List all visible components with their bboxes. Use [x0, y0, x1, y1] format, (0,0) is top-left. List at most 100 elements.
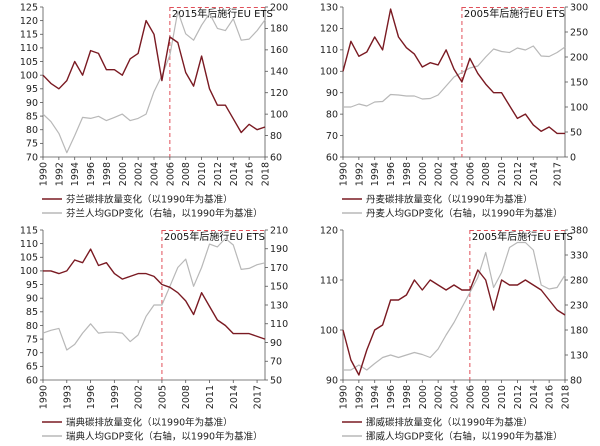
y-left-tick-label: 60: [26, 375, 38, 386]
emissions-series-line: [42, 19, 266, 134]
x-tick-label: 2002: [434, 162, 445, 186]
x-tick-label: 2017: [253, 385, 264, 409]
legend-gdp-label: 丹麦人均GDP变化（右轴，以1990年为基准）: [366, 208, 563, 220]
x-tick-label: 2008: [181, 162, 192, 186]
y-left-tick-label: 110: [20, 43, 38, 54]
y-left-tick-label: 75: [26, 334, 38, 345]
y-right-tick-label: 190: [270, 244, 288, 255]
y-left-tick-label: 65: [26, 362, 38, 373]
y-left-tick-label: 130: [320, 2, 338, 13]
chart-panel-2: 60 70 80 90 100 110 120 130 0 50 100 150 200 250 300 19…: [300, 0, 600, 223]
y-left-tick-label: 90: [26, 293, 38, 304]
y-left-tick-label: 70: [326, 131, 338, 142]
x-tick-label: 1999: [110, 385, 121, 409]
x-tick-label: 1990: [339, 162, 350, 186]
y-left-tick-label: 115: [20, 30, 38, 41]
chart-svg-4: 90 100 110 120 80 130 180 230 280 330 380 1990 1992 1…: [320, 225, 588, 443]
y-right-tick-label: 130: [270, 300, 288, 311]
y-left-tick-label: 90: [26, 98, 38, 109]
x-tick-label: 2018: [261, 162, 272, 186]
gdp-series-line: [42, 237, 266, 351]
x-tick-label: 2004: [150, 162, 161, 186]
legend-emissions-label: 丹麦碳排放量变化（以1990年为基准）: [366, 194, 533, 206]
y-right-tick-label: 180: [570, 325, 588, 336]
x-tick-label: 2014: [529, 385, 540, 409]
y-right-tick-label: 50: [270, 375, 282, 386]
y-right-tick-label: 140: [270, 67, 288, 78]
x-tick-label: 2010: [497, 162, 508, 186]
y-left-tick-label: 95: [26, 280, 38, 291]
x-tick-label: 1990: [39, 162, 50, 186]
y-left-tick-label: 80: [26, 125, 38, 136]
y-right-tick-label: 0: [570, 152, 576, 163]
x-tick-label: 2018: [561, 385, 572, 409]
emissions-series-line: [342, 269, 566, 376]
x-tick-label: 2017: [553, 162, 564, 186]
x-tick-label: 1998: [402, 385, 413, 409]
y-left-tick-label: 95: [26, 84, 38, 95]
chart-panel-1: 70 75 80 85 90 95 100 105 110 115 120 125 60 80 100 120…: [0, 0, 300, 223]
y-right-tick-label: 170: [270, 263, 288, 274]
chart-svg-1: 70 75 80 85 90 95 100 105 110 115 120 125 60 80 100 120…: [20, 2, 288, 220]
x-tick-label: 1996: [386, 162, 397, 186]
x-tick-label: 2016: [245, 162, 256, 186]
x-tick-label: 2011: [205, 385, 216, 409]
eu-ets-annotation: 2015年后施行EU ETS: [172, 7, 273, 20]
eu-ets-annotation: 2005年后施行EU ETS: [472, 230, 573, 243]
legend-emissions-label: 瑞典碳排放量变化（以1990年为基准）: [66, 417, 233, 429]
y-left-tick-label: 100: [20, 266, 38, 277]
x-tick-label: 2006: [165, 162, 176, 186]
x-tick-label: 1998: [402, 162, 413, 186]
y-right-tick-label: 250: [570, 27, 588, 38]
y-left-tick-label: 125: [20, 2, 38, 13]
gdp-series-line: [343, 241, 566, 371]
y-right-tick-label: 120: [270, 88, 288, 99]
y-right-tick-label: 150: [270, 282, 288, 293]
legend-gdp-label: 挪威人均GDP变化（右轴，以1990年为基准）: [366, 431, 563, 443]
y-left-tick-label: 90: [326, 375, 338, 386]
y-left-tick-label: 110: [20, 239, 38, 250]
x-tick-label: 1994: [370, 162, 381, 186]
y-left-tick-label: 60: [326, 152, 338, 163]
y-left-tick-label: 80: [26, 321, 38, 332]
x-tick-label: 2000: [418, 162, 429, 186]
x-tick-label: 2006: [465, 162, 476, 186]
x-tick-label: 1998: [102, 162, 113, 186]
y-right-tick-label: 200: [270, 2, 288, 13]
x-tick-label: 1992: [354, 385, 365, 409]
x-tick-label: 1994: [70, 162, 81, 186]
y-right-tick-label: 60: [270, 152, 282, 163]
y-left-tick-label: 115: [20, 225, 38, 236]
legend-gdp-label: 芬兰人均GDP变化（右轴，以1990年为基准）: [66, 208, 263, 220]
y-left-tick-label: 100: [20, 70, 38, 81]
legend-emissions-label: 芬兰碳排放量变化（以1990年为基准）: [66, 194, 233, 206]
y-right-tick-label: 300: [570, 2, 588, 13]
y-left-tick-label: 85: [26, 307, 38, 318]
y-right-tick-label: 80: [270, 131, 282, 142]
emissions-series-line: [43, 248, 266, 340]
y-right-tick-label: 100: [270, 109, 288, 120]
x-tick-label: 2000: [118, 162, 129, 186]
y-right-tick-label: 160: [270, 45, 288, 56]
y-left-tick-label: 70: [26, 152, 38, 163]
y-left-tick-label: 105: [20, 253, 38, 264]
gdp-series-line: [42, 10, 266, 154]
y-right-tick-label: 200: [570, 52, 588, 63]
y-left-tick-label: 110: [320, 45, 338, 56]
y-right-tick-label: 330: [570, 250, 588, 261]
chart-svg-2: 60 70 80 90 100 110 120 130 0 50 100 150 200 250 300 19…: [320, 2, 588, 220]
legend-emissions-label: 挪威碳排放量变化（以1990年为基准）: [366, 417, 533, 429]
x-tick-label: 1992: [54, 162, 65, 186]
legend-gdp-label: 瑞典人均GDP变化（右轴，以1990年为基准）: [66, 431, 263, 443]
y-right-tick-label: 70: [270, 357, 282, 368]
x-tick-label: 1992: [354, 162, 365, 186]
x-tick-label: 2004: [450, 385, 461, 409]
y-left-tick-label: 75: [26, 139, 38, 150]
y-right-tick-label: 280: [570, 275, 588, 286]
y-right-tick-label: 50: [570, 127, 582, 138]
x-tick-label: 2008: [181, 385, 192, 409]
y-right-tick-label: 180: [270, 24, 288, 35]
x-tick-label: 1994: [370, 385, 381, 409]
x-tick-label: 2010: [497, 385, 508, 409]
y-left-tick-label: 120: [20, 16, 38, 27]
